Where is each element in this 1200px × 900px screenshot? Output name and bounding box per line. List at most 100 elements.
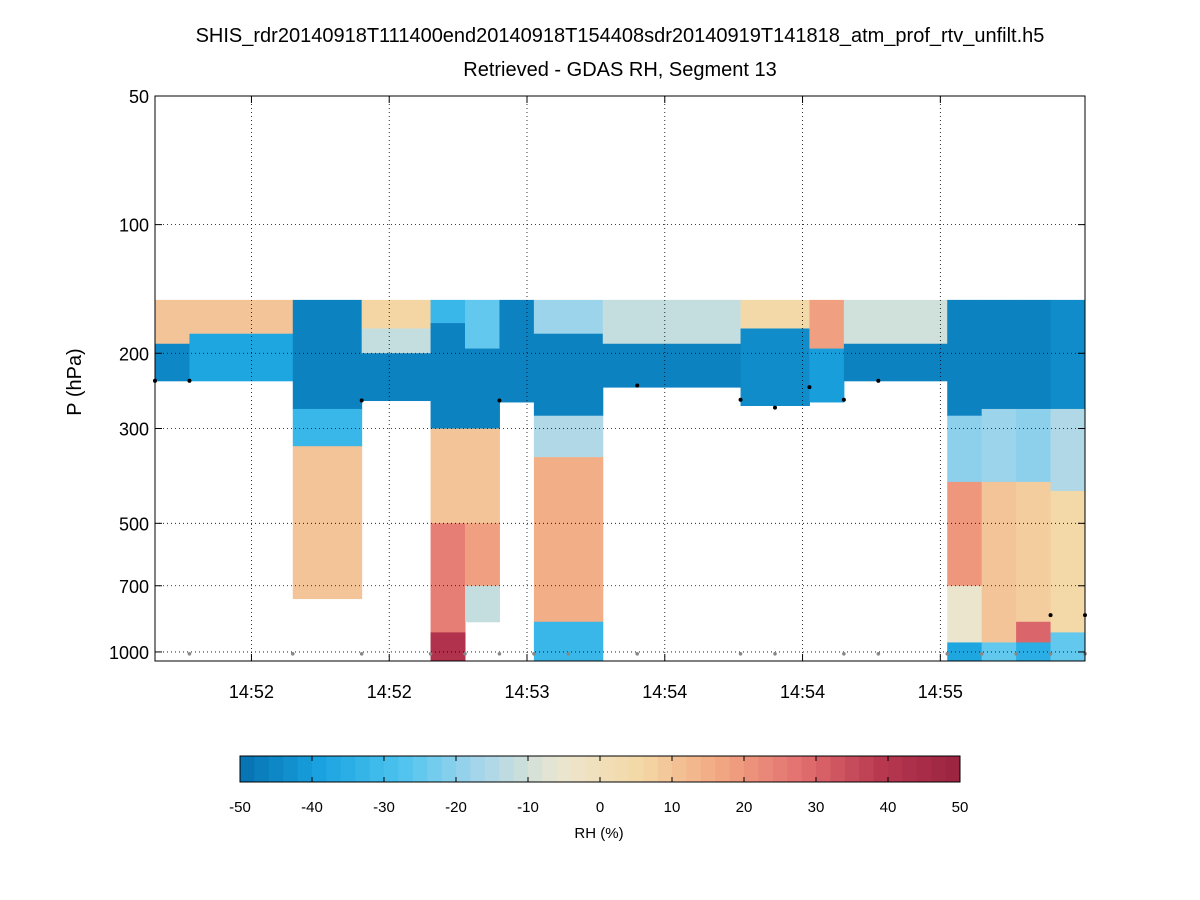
heatmap-cell-profile-8 bbox=[533, 299, 604, 335]
colorbar-swatch bbox=[369, 756, 385, 782]
heatmap-cell-profile-15 bbox=[1016, 481, 1052, 623]
colorbar-swatch bbox=[888, 756, 903, 782]
surface-marker-gray bbox=[187, 651, 192, 656]
colorbar-swatch bbox=[268, 756, 284, 782]
chart-subtitle: Retrieved - GDAS RH, Segment 13 bbox=[463, 59, 776, 81]
colorbar-swatch bbox=[528, 756, 543, 782]
heatmap-cell-profile-13 bbox=[947, 642, 983, 662]
surface-marker-gray bbox=[497, 651, 502, 656]
plot-frame bbox=[154, 95, 1086, 662]
colorbar-swatch bbox=[859, 756, 875, 782]
colorbar-tick-label: -20 bbox=[445, 799, 467, 816]
surface-marker-gray bbox=[773, 651, 777, 656]
surface-marker-gray bbox=[1014, 651, 1018, 656]
heatmap-cell-profile-6 bbox=[465, 348, 500, 430]
colorbar-swatch bbox=[499, 756, 515, 782]
colorbar-swatch bbox=[254, 756, 270, 782]
surface-marker-gray bbox=[979, 651, 984, 656]
x-tick-label: 14:55 bbox=[918, 682, 963, 702]
heatmap-cell-profile-4 bbox=[361, 353, 432, 402]
surface-marker-gray bbox=[738, 651, 743, 656]
colorbar-swatch bbox=[571, 756, 587, 782]
heatmap-cell-profile-1 bbox=[155, 299, 190, 345]
heatmap-cell-profile-14 bbox=[981, 299, 1017, 410]
heatmap-cell-profile-15 bbox=[1016, 621, 1052, 643]
colorbar-tick-label: -50 bbox=[229, 799, 251, 816]
heatmap-cell-profile-11 bbox=[809, 299, 845, 350]
colorbar-swatch bbox=[297, 756, 313, 782]
surface-marker-gray bbox=[290, 651, 295, 656]
colorbar-swatch bbox=[556, 756, 572, 782]
heatmap-cell-profile-13 bbox=[947, 481, 983, 587]
heatmap-cell-profile-4 bbox=[361, 299, 432, 329]
colorbar-swatch bbox=[600, 756, 615, 782]
heatmap-cell-profile-4 bbox=[361, 328, 432, 354]
surface-marker-gray bbox=[842, 651, 846, 656]
heatmap-cell-profile-15 bbox=[1016, 642, 1052, 662]
colorbar-swatch bbox=[470, 756, 486, 782]
heatmap-cell-profile-9 bbox=[602, 343, 742, 388]
colorbar-swatch bbox=[355, 756, 371, 782]
level-marker-black bbox=[773, 405, 777, 410]
colorbar-swatch bbox=[240, 756, 255, 782]
colorbar-swatch bbox=[513, 756, 529, 782]
colorbar-swatch bbox=[484, 756, 500, 782]
y-axis: 50 100 200 300 500 700 1000 bbox=[109, 87, 1085, 663]
colorbar-tick-label: -40 bbox=[301, 799, 323, 816]
colorbar-swatch bbox=[686, 756, 702, 782]
y-axis-label: P (hPa) bbox=[64, 348, 86, 415]
colorbar-swatch bbox=[585, 756, 601, 782]
heatmap-cell-profile-5 bbox=[430, 299, 466, 324]
colorbar: -50 -40 -30 -20 -10 0 10 20 30 40 50 bbox=[229, 755, 968, 816]
colorbar-swatch bbox=[614, 756, 630, 782]
y-tick-label: 700 bbox=[119, 577, 149, 597]
colorbar-swatch bbox=[441, 756, 457, 782]
level-marker-black bbox=[1048, 613, 1053, 618]
heatmap-cell-profile-2 bbox=[189, 299, 294, 335]
colorbar-swatch bbox=[657, 756, 673, 782]
heatmap-cell-profile-3 bbox=[292, 408, 363, 447]
surface-marker-gray bbox=[428, 651, 433, 656]
colorbar-swatch bbox=[758, 756, 774, 782]
y-tick-label: 1000 bbox=[109, 643, 149, 663]
heatmap-cells bbox=[155, 299, 1086, 662]
heatmap-cell-profile-15 bbox=[1016, 408, 1052, 483]
heatmap-cell-profile-8 bbox=[533, 333, 604, 417]
colorbar-swatch bbox=[830, 756, 846, 782]
heatmap-cell-profile-5 bbox=[430, 323, 466, 430]
colorbar-swatch bbox=[816, 756, 831, 782]
surface-marker-gray bbox=[635, 651, 640, 656]
heatmap-cell-profile-15 bbox=[1016, 299, 1052, 410]
colorbar-tick-label: 40 bbox=[880, 799, 897, 816]
heatmap-cell-profile-12 bbox=[843, 299, 948, 345]
x-tick-label: 14:52 bbox=[367, 682, 412, 702]
colorbar-tick-label: 0 bbox=[596, 799, 604, 816]
colorbar-label: RH (%) bbox=[574, 825, 623, 842]
x-tick-label: 14:54 bbox=[780, 682, 825, 702]
surface-marker-gray bbox=[945, 651, 950, 656]
colorbar-swatch bbox=[902, 756, 918, 782]
level-marker-black bbox=[876, 378, 881, 383]
colorbar-swatch bbox=[326, 756, 342, 782]
colorbar-swatch bbox=[945, 756, 961, 782]
level-marker-black bbox=[635, 383, 640, 388]
level-marker-black bbox=[187, 378, 192, 383]
colorbar-swatch bbox=[931, 756, 947, 782]
heatmap-cell-profile-13 bbox=[947, 585, 983, 643]
colorbar-swatch bbox=[700, 756, 716, 782]
heatmap-cell-profile-13 bbox=[947, 415, 983, 483]
colorbar-swatch bbox=[916, 756, 932, 782]
colorbar-swatch bbox=[787, 756, 803, 782]
heatmap-cell-profile-6 bbox=[465, 585, 500, 623]
heatmap-cell-profile-3 bbox=[292, 446, 363, 600]
heatmap-cell-profile-10 bbox=[740, 299, 810, 329]
surface-marker-gray bbox=[1048, 651, 1053, 656]
colorbar-swatch bbox=[456, 756, 471, 782]
heatmap-cell-profile-6 bbox=[465, 299, 500, 350]
y-tick-label: 500 bbox=[119, 514, 149, 534]
colorbar-swatch bbox=[427, 756, 443, 782]
x-tick-label: 14:54 bbox=[642, 682, 687, 702]
colorbar-swatch bbox=[772, 756, 788, 782]
heatmap-cell-profile-6 bbox=[465, 428, 500, 524]
